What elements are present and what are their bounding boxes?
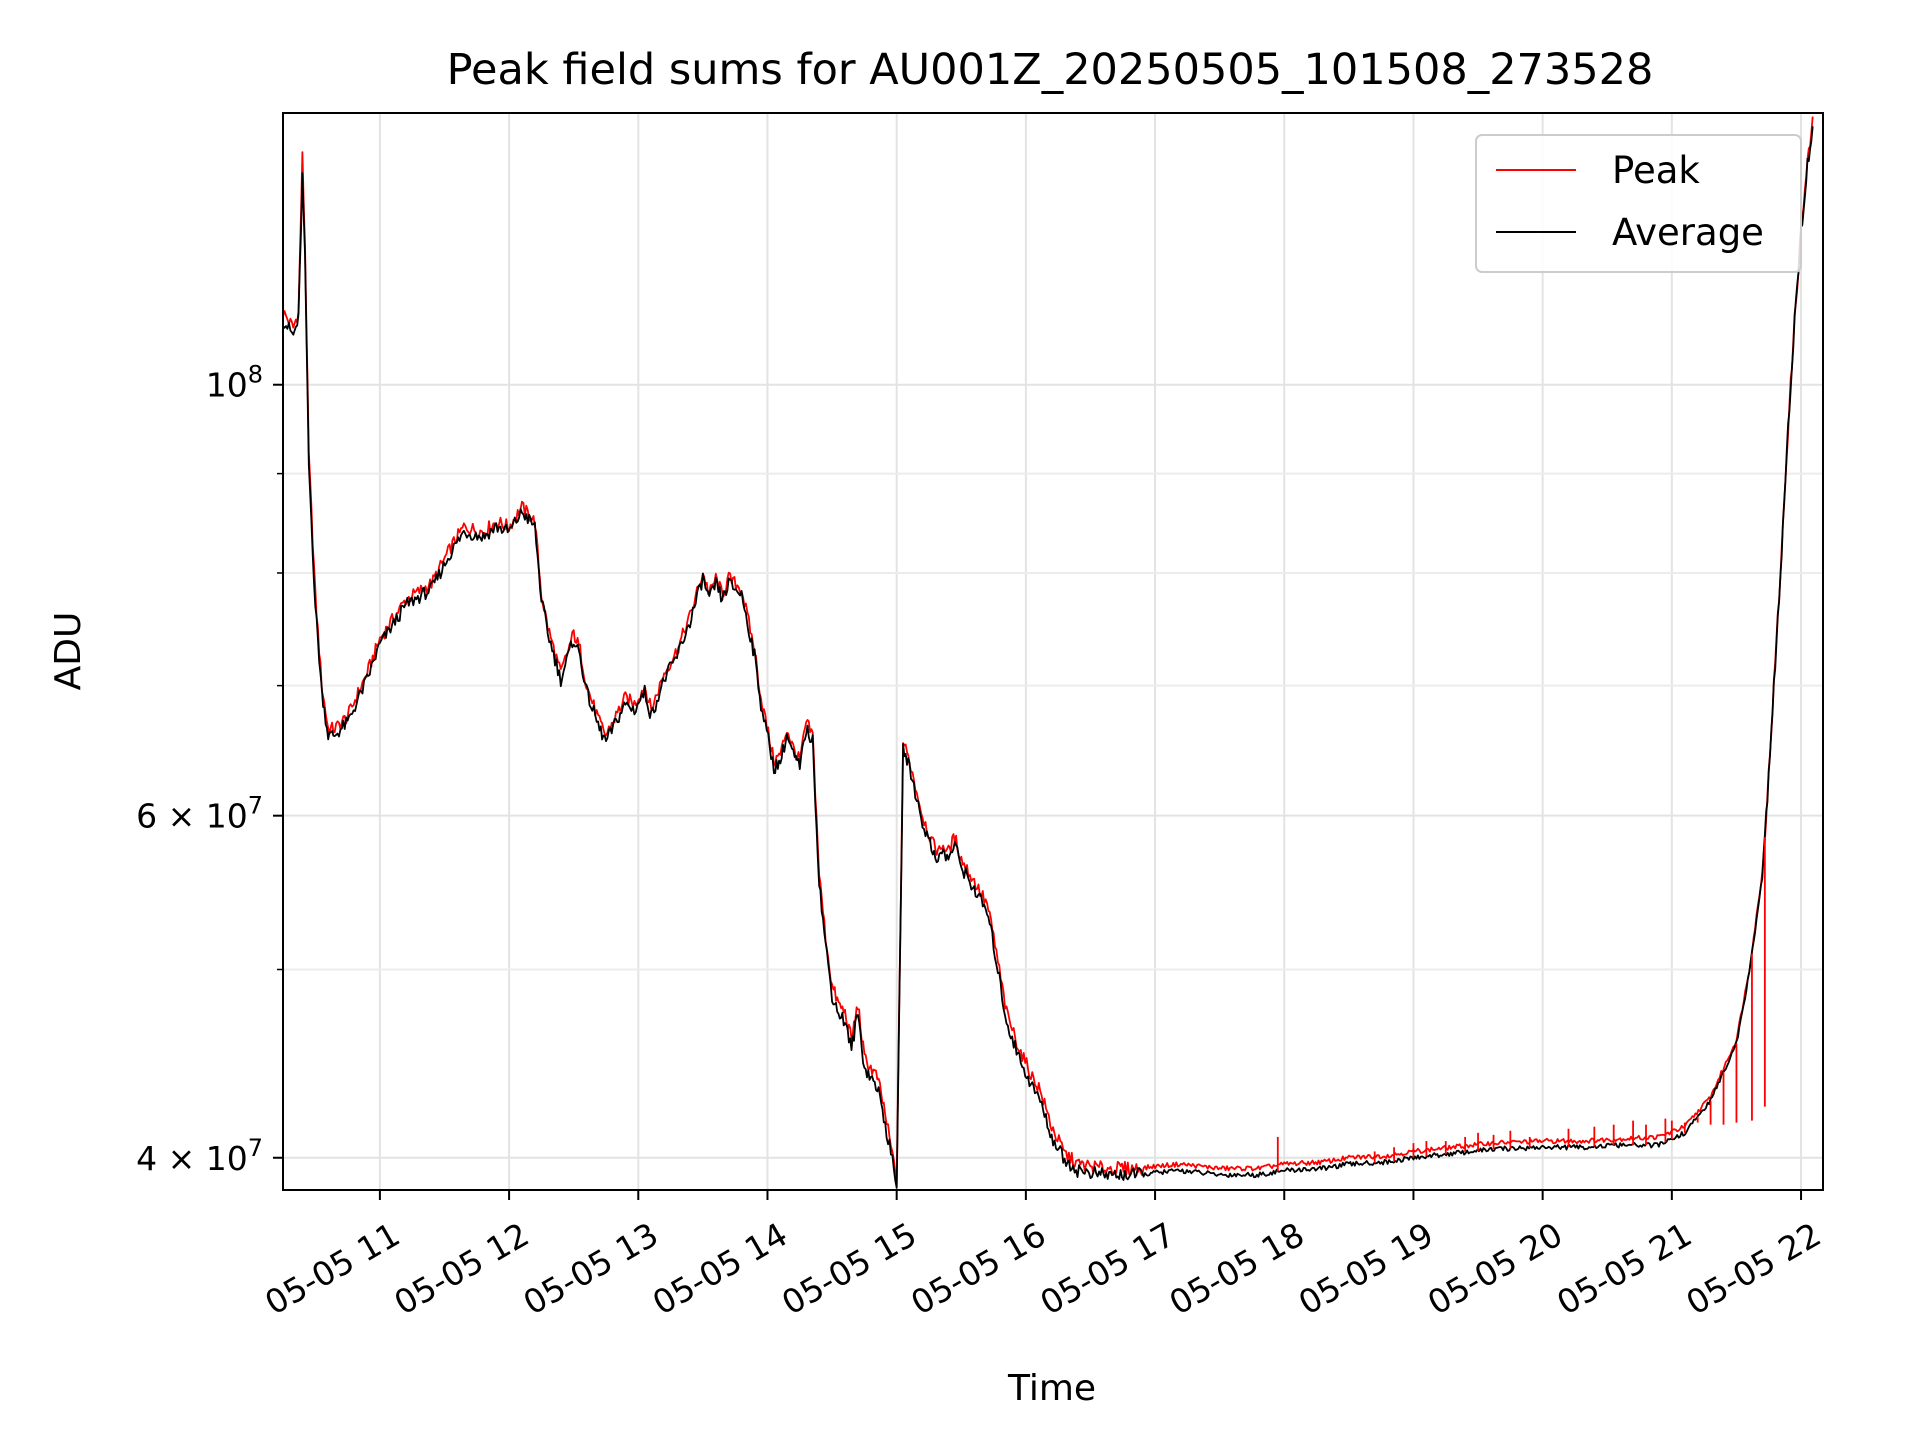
legend-average-label: Average xyxy=(1612,211,1764,254)
legend: Peak Average xyxy=(1475,134,1802,273)
y-tick-label: 6 × 107 xyxy=(136,792,263,836)
grid xyxy=(283,113,1823,1190)
chart-title: Peak field sums for AU001Z_20250505_1015… xyxy=(447,45,1654,95)
y-tick-label: 4 × 107 xyxy=(136,1134,263,1178)
legend-peak-label: Peak xyxy=(1612,149,1700,192)
plot-area-frame xyxy=(282,112,1824,1191)
series-line-average xyxy=(282,126,1814,1189)
y-tick-label: 108 xyxy=(206,361,263,405)
x-axis-label: Time xyxy=(1007,1368,1096,1409)
y-axis-label: ADU xyxy=(48,612,89,691)
series-layer xyxy=(282,116,1814,1189)
